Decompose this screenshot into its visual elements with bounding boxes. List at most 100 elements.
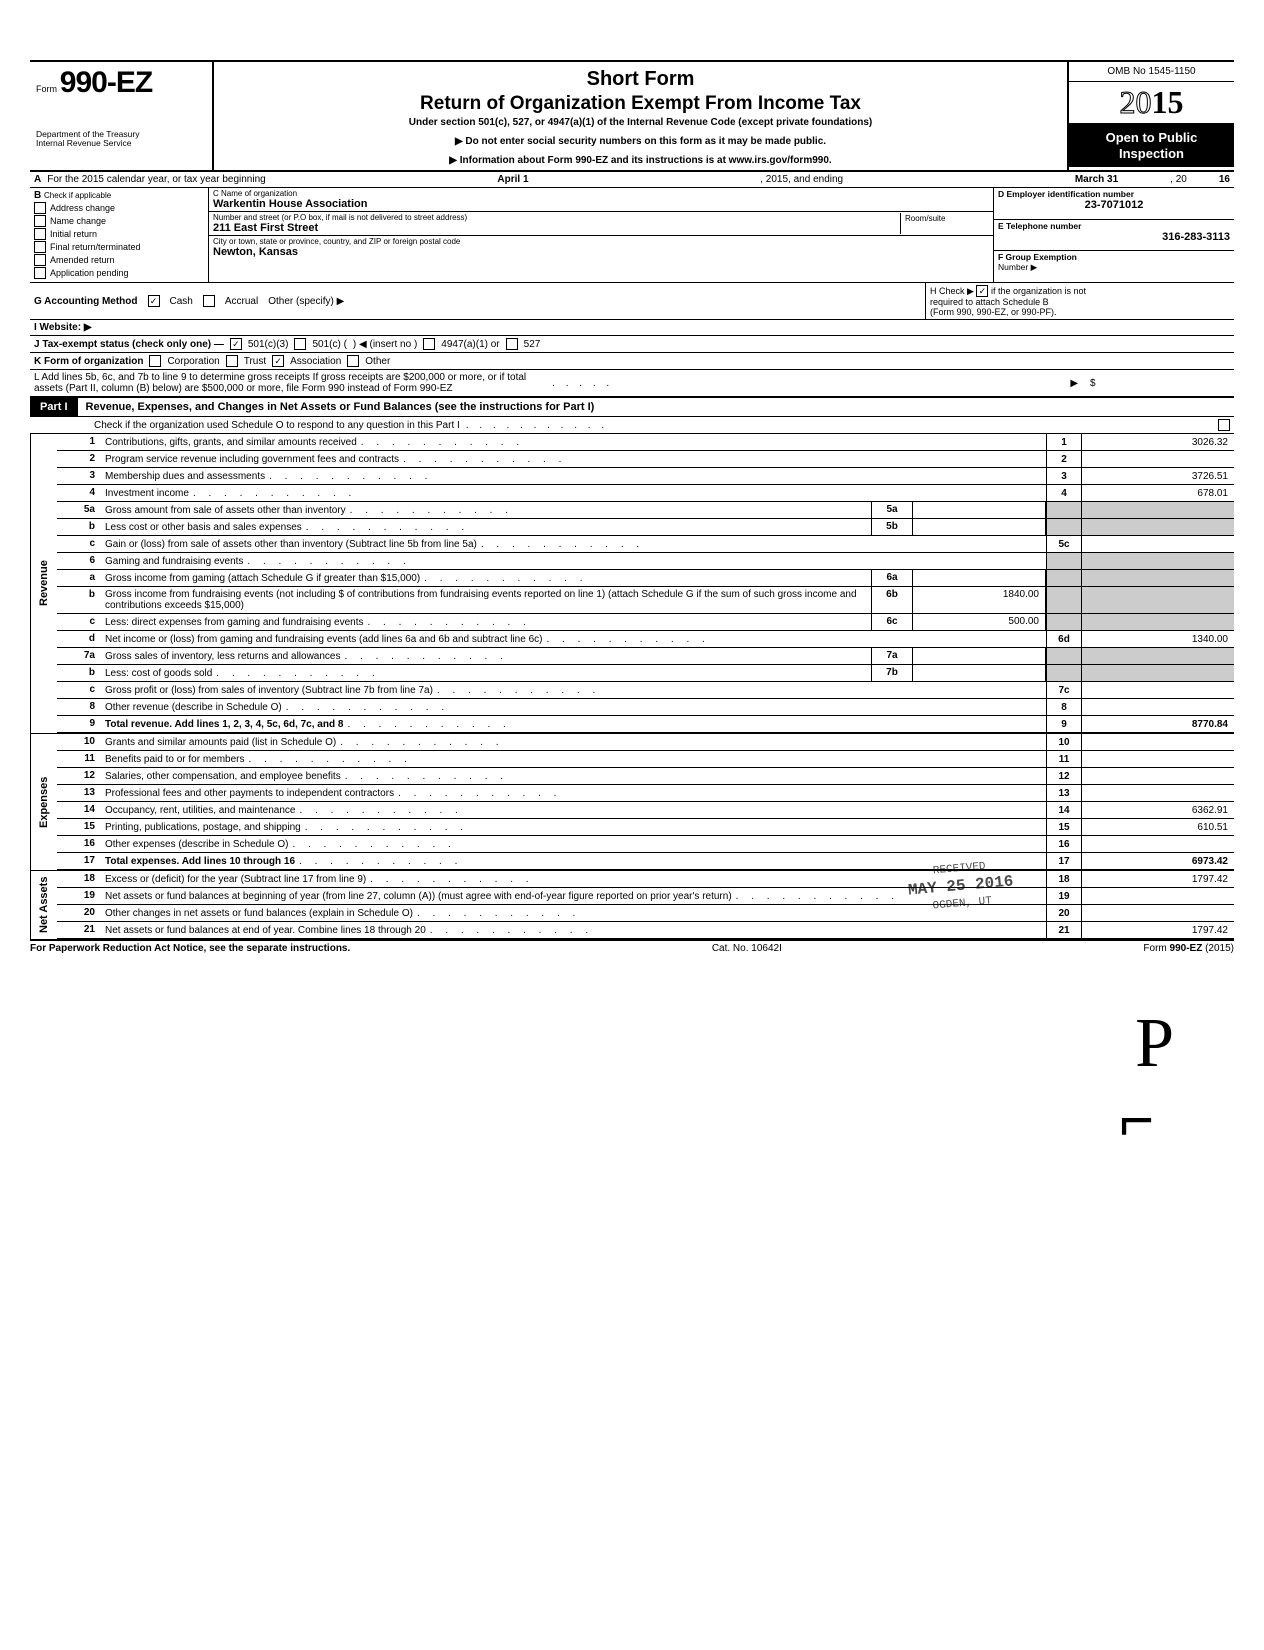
line-number: 11 <box>57 751 101 767</box>
sub-val-6b: 1840.00 <box>913 587 1046 613</box>
de-block: D Employer identification number 23-7071… <box>994 188 1234 282</box>
chk-amended[interactable]: Amended return <box>34 254 204 266</box>
line-number: a <box>57 570 101 586</box>
header-right: OMB No 1545-1150 2015 Open to Public Ins… <box>1069 62 1234 170</box>
line-num-10: 10 <box>1046 734 1082 750</box>
line-number: 5a <box>57 502 101 518</box>
line-num-18: 18 <box>1046 871 1082 887</box>
amount-blank <box>1082 519 1234 535</box>
g-label: G Accounting Method <box>34 296 138 307</box>
sub-num-6a: 6a <box>871 570 913 586</box>
amount-15: 610.51 <box>1082 819 1234 835</box>
chk-pending[interactable]: Application pending <box>34 267 204 279</box>
chk-other[interactable] <box>347 355 359 367</box>
chk-assoc[interactable]: ✓ <box>272 355 284 367</box>
chk-h[interactable]: ✓ <box>976 285 988 297</box>
i-label: I Website: ▶ <box>34 322 92 333</box>
b-letter: B <box>34 190 41 201</box>
line-number: 20 <box>57 905 101 921</box>
line-17: 17 Total expenses. Add lines 10 through … <box>57 853 1234 870</box>
amount-21: 1797.42 <box>1082 922 1234 938</box>
amount-6d: 1340.00 <box>1082 631 1234 647</box>
amount-20 <box>1082 905 1234 921</box>
row-j: J Tax-exempt status (check only one) — ✓… <box>30 336 1234 353</box>
line-desc: Gain or (loss) from sale of assets other… <box>101 536 1046 552</box>
amount-blank <box>1082 648 1234 664</box>
line-num-blank <box>1046 502 1082 518</box>
org-city: Newton, Kansas <box>213 246 989 258</box>
form-footer: For Paperwork Reduction Act Notice, see … <box>30 941 1234 954</box>
line-number: 16 <box>57 836 101 852</box>
chk-name[interactable]: Name change <box>34 215 204 227</box>
line-desc: Other changes in net assets or fund bala… <box>101 905 1046 921</box>
chk-schedule-o[interactable] <box>1218 419 1230 431</box>
line-num-2: 2 <box>1046 451 1082 467</box>
line-b: b Less cost or other basis and sales exp… <box>57 519 1234 536</box>
line-number: 13 <box>57 785 101 801</box>
chk-cash[interactable]: ✓ <box>148 295 160 307</box>
amount-blank <box>1082 587 1234 613</box>
line-2: 2 Program service revenue including gove… <box>57 451 1234 468</box>
row-a-endyr: 16 <box>1219 174 1230 185</box>
public1: Open to Public <box>1106 130 1198 145</box>
line-num-4: 4 <box>1046 485 1082 501</box>
line-number: 9 <box>57 716 101 732</box>
footer-left: For Paperwork Reduction Act Notice, see … <box>30 943 350 954</box>
line-desc: Gross income from fundraising events (no… <box>101 587 871 613</box>
line-num-13: 13 <box>1046 785 1082 801</box>
signature-p: P <box>1135 1004 1174 1084</box>
sub-num-5b: 5b <box>871 519 913 535</box>
header-mid: Short Form Return of Organization Exempt… <box>214 62 1069 170</box>
row-gh: G Accounting Method ✓Cash Accrual Other … <box>30 283 1234 320</box>
line-b: b Gross income from fundraising events (… <box>57 587 1234 614</box>
chk-corp[interactable] <box>149 355 161 367</box>
line-number: 6 <box>57 553 101 569</box>
line-number: 19 <box>57 888 101 904</box>
line-number: 17 <box>57 853 101 869</box>
line-num-9: 9 <box>1046 716 1082 732</box>
line-num-blank <box>1046 570 1082 586</box>
amount-5c <box>1082 536 1234 552</box>
line-num-20: 20 <box>1046 905 1082 921</box>
amount-blank <box>1082 665 1234 681</box>
netassets-label: Net Assets <box>30 871 57 939</box>
chk-accrual[interactable] <box>203 295 215 307</box>
line-number: 8 <box>57 699 101 715</box>
line-number: 21 <box>57 922 101 938</box>
sub-num-5a: 5a <box>871 502 913 518</box>
chk-address[interactable]: Address change <box>34 202 204 214</box>
line-num-3: 3 <box>1046 468 1082 484</box>
h-text4: (Form 990, 990-EZ, or 990-PF). <box>930 307 1057 317</box>
expenses-section: Expenses 10 Grants and similar amounts p… <box>30 734 1234 871</box>
part1-check-text: Check if the organization used Schedule … <box>34 420 460 431</box>
line-5a: 5a Gross amount from sale of assets othe… <box>57 502 1234 519</box>
b-block: B Check if applicable Address change Nam… <box>30 188 209 282</box>
line-num-12: 12 <box>1046 768 1082 784</box>
omb-number: OMB No 1545-1150 <box>1069 62 1234 82</box>
ein: 23-7071012 <box>998 199 1230 211</box>
line-num-blank <box>1046 587 1082 613</box>
row-k: K Form of organization Corporation Trust… <box>30 353 1234 370</box>
line-21: 21 Net assets or fund balances at end of… <box>57 922 1234 939</box>
chk-4947[interactable] <box>423 338 435 350</box>
phone: 316-283-3113 <box>998 231 1230 243</box>
chk-501c[interactable] <box>294 338 306 350</box>
f-label: F Group Exemption <box>998 252 1077 262</box>
line-20: 20 Other changes in net assets or fund b… <box>57 905 1234 922</box>
line-desc: Total expenses. Add lines 10 through 16.… <box>101 853 1046 869</box>
line-desc: Gross profit or (loss) from sales of inv… <box>101 682 1046 698</box>
chk-trust[interactable] <box>226 355 238 367</box>
ssn-warning: ▶ Do not enter social security numbers o… <box>222 136 1059 147</box>
chk-final[interactable]: Final return/terminated <box>34 241 204 253</box>
part1-check: Check if the organization used Schedule … <box>30 417 1234 434</box>
j-label: J Tax-exempt status (check only one) — <box>34 339 224 350</box>
chk-initial[interactable]: Initial return <box>34 228 204 240</box>
chk-527[interactable] <box>506 338 518 350</box>
row-a-text1: For the 2015 calendar year, or tax year … <box>47 174 265 185</box>
sub-num-6b: 6b <box>871 587 913 613</box>
line-number: 2 <box>57 451 101 467</box>
line-number: 12 <box>57 768 101 784</box>
line-desc: Other revenue (describe in Schedule O). … <box>101 699 1046 715</box>
form-header: Form 990-EZ Department of the Treasury I… <box>30 62 1234 172</box>
chk-501c3[interactable]: ✓ <box>230 338 242 350</box>
